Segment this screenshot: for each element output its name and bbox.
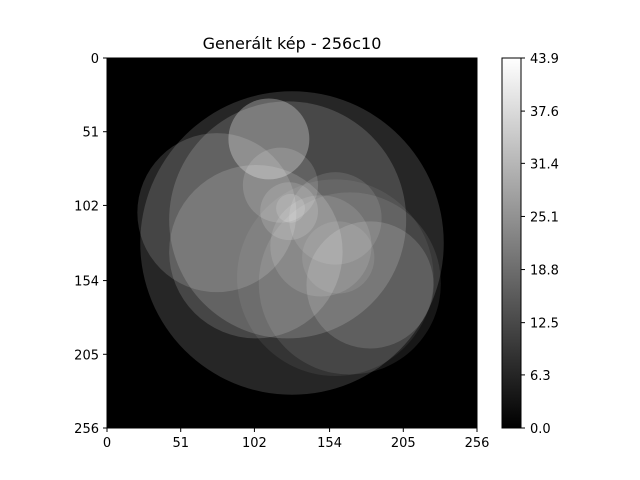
x-tick-label: 205	[391, 436, 416, 451]
circle-13	[276, 193, 306, 223]
x-tick-label: 154	[317, 436, 342, 451]
y-axis: 0 51 102 154 205 256	[74, 52, 107, 437]
colorbar-gradient	[502, 58, 521, 428]
circle-2	[169, 164, 343, 339]
circle-5	[289, 172, 382, 265]
x-tick-label: 102	[242, 436, 267, 451]
colorbar-tick-label: 37.6	[530, 105, 559, 120]
circles-layer	[137, 91, 444, 395]
colorbar-tick-label: 6.3	[530, 369, 551, 384]
y-tick-label: 0	[91, 52, 99, 67]
circle-10	[270, 195, 372, 297]
y-tick-label: 102	[74, 199, 99, 214]
colorbar-tick-label: 43.9	[530, 52, 559, 67]
x-tick-label: 0	[103, 436, 111, 451]
image-area	[106, 57, 478, 429]
colorbar-ticks: 0.0 6.3 12.5 18.8 25.1 31.4 37.6 43.9	[521, 52, 559, 437]
y-tick-label: 205	[74, 348, 99, 363]
colorbar-frame	[501, 57, 522, 429]
colorbar-tick-label: 12.5	[530, 317, 559, 332]
x-tick-label: 256	[465, 436, 490, 451]
colorbar-tick-label: 0.0	[530, 422, 551, 437]
circle-6	[258, 192, 441, 375]
colorbar-tick-label: 18.8	[530, 264, 559, 279]
x-tick-label: 51	[172, 436, 189, 451]
circle-9	[242, 147, 319, 223]
y-tick-label: 51	[82, 126, 99, 141]
colorbar-tick-label: 31.4	[530, 157, 559, 172]
circle-8	[306, 221, 434, 349]
circle-3	[137, 133, 297, 293]
circle-4	[228, 98, 310, 180]
circle-0	[140, 91, 444, 395]
circle-7	[237, 179, 434, 376]
y-tick-label: 256	[74, 422, 99, 437]
circle-12	[302, 221, 375, 294]
colorbar: 0.0 6.3 12.5 18.8 25.1 31.4 37.6 43.9	[501, 52, 559, 437]
chart-title: Generált kép - 256c10	[203, 34, 382, 53]
circle-11	[260, 182, 319, 241]
x-axis: 0 51 102 154 205 256	[103, 428, 490, 451]
colorbar-tick-label: 25.1	[530, 210, 559, 225]
image-background	[107, 58, 477, 428]
image-frame	[106, 57, 478, 429]
circle-1	[169, 101, 407, 339]
y-tick-label: 154	[74, 275, 99, 290]
